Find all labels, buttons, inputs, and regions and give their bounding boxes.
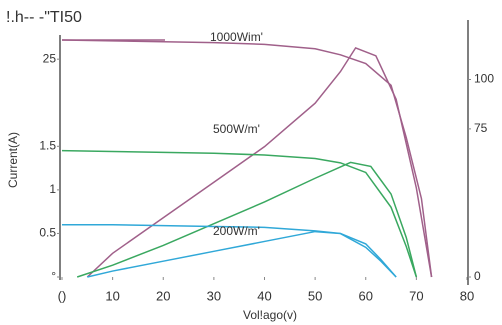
series-line [86, 46, 433, 278]
x-tick-label: 60 [359, 288, 373, 303]
series-line [61, 39, 433, 278]
y2-tick-label: 100 [474, 72, 494, 86]
series-line [62, 223, 397, 278]
annotation: 200W/m' [213, 224, 260, 238]
x-tick-label: 40 [257, 288, 271, 303]
x-tick-label: () [58, 288, 67, 303]
x-tick-label: 80 [460, 288, 474, 303]
x-tick-label: 20 [156, 288, 170, 303]
y2-tick-label: 75 [474, 121, 488, 135]
y-tick-label: 0.5 [39, 226, 56, 240]
x-tick-label: 50 [308, 288, 322, 303]
chart-title: !.h-- -"TI50 [6, 9, 82, 26]
y2-tick-label: 0 [474, 269, 481, 283]
x-tick-label: 10 [105, 288, 119, 303]
y-tick-label: 25 [43, 51, 57, 65]
y-tick-label: 1.5 [39, 138, 56, 152]
y-tick-label: ° [51, 269, 56, 283]
x-axis-label: Vol!ago(v) [243, 308, 297, 322]
annotation: 1000Wim' [210, 30, 263, 44]
series-line [87, 230, 397, 278]
y-tick-label: 1 [49, 182, 56, 196]
x-tick-label: 30 [207, 288, 221, 303]
y-axis-label: Current(A) [6, 132, 20, 188]
series-line [76, 161, 418, 278]
series-line [61, 149, 418, 278]
annotation: 500W/m' [213, 122, 260, 136]
x-tick-label: 70 [409, 288, 423, 303]
